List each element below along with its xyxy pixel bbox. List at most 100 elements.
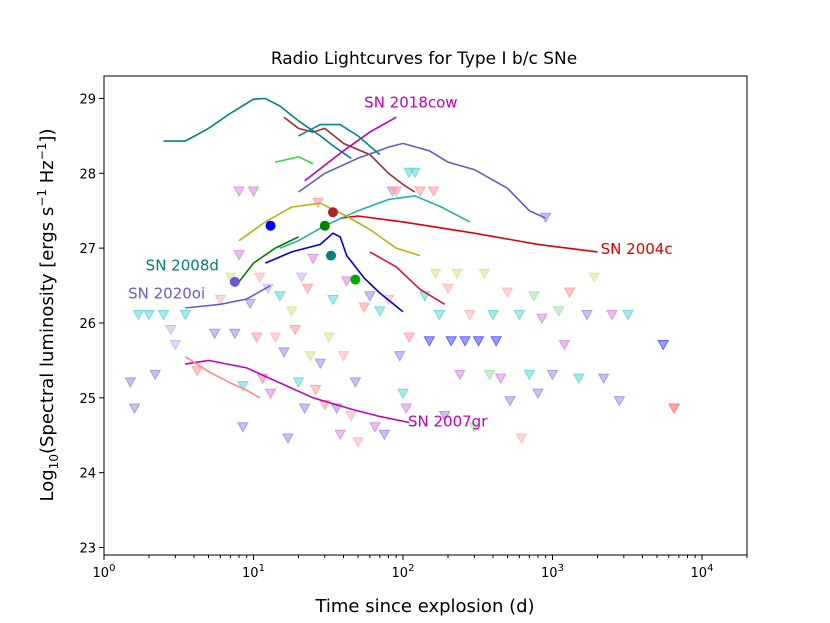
upper-limit-marker	[442, 283, 454, 295]
upper-limit-marker	[233, 250, 245, 261]
upper-limit-marker	[237, 381, 249, 392]
upper-limit-marker	[445, 336, 458, 347]
chart-title: Radio Lightcurves for Type I b/c SNe	[271, 49, 577, 69]
lightcurve-line	[298, 123, 381, 156]
plot-frame	[103, 75, 748, 556]
y-axis-ticks: 23 24 25 26 27 28 29	[79, 92, 104, 557]
lightcurve-line	[185, 359, 410, 424]
upper-limit-marker	[572, 373, 585, 385]
lightcurve-line	[163, 97, 352, 159]
detection-point	[229, 276, 240, 287]
y-tick-label: 29	[79, 92, 96, 107]
upper-limit-marker	[285, 306, 298, 317]
upper-limit-marker	[563, 287, 576, 299]
upper-limit-marker	[228, 328, 241, 340]
upper-limit-marker	[149, 369, 162, 381]
upper-limit-marker	[340, 276, 353, 287]
detection-point	[319, 220, 330, 231]
upper-limit-marker	[427, 186, 440, 198]
upper-limit-marker	[504, 396, 516, 407]
upper-limit-marker	[536, 313, 548, 325]
lightcurve-line	[275, 155, 314, 165]
upper-limit-marker	[334, 429, 347, 441]
upper-limit-marker	[307, 253, 319, 265]
upper-limit-marker	[124, 377, 137, 388]
upper-limit-marker	[282, 433, 294, 445]
detection-point	[265, 220, 276, 231]
x-tick-label: 101	[242, 563, 265, 581]
upper-limit-marker	[472, 336, 485, 347]
upper-limit-marker	[613, 396, 626, 407]
x-tick-label: 103	[541, 563, 564, 581]
y-label-hz: Hz	[37, 160, 58, 189]
y-tick-label: 28	[79, 167, 96, 182]
upper-limit-marker	[352, 437, 364, 448]
upper-limit-marker	[247, 186, 260, 198]
upper-limit-marker	[143, 310, 155, 321]
upper-limit-marker	[463, 310, 476, 321]
upper-limit-marker	[487, 310, 499, 321]
upper-limit-marker	[558, 339, 571, 351]
upper-limit-marker	[622, 310, 634, 321]
upper-limit-marker	[453, 369, 466, 381]
upper-limit-marker	[397, 388, 409, 400]
upper-limit-marker	[132, 310, 145, 321]
upper-limit-marker	[304, 351, 317, 362]
upper-limit-marker	[490, 336, 503, 347]
upper-limit-marker	[250, 332, 263, 343]
upper-limit-marker	[403, 332, 416, 343]
upper-limit-marker	[523, 369, 536, 381]
upper-limit-marker	[191, 366, 204, 377]
detection-point	[350, 274, 361, 285]
upper-limit-marker	[253, 272, 266, 284]
y-tick-label: 25	[79, 392, 96, 407]
upper-limit-marker	[233, 186, 245, 198]
upper-limit-marker	[128, 403, 141, 415]
upper-limit-marker	[373, 306, 386, 317]
lightcurve-line	[185, 284, 271, 309]
upper-limit-marker	[478, 268, 491, 280]
upper-limit-marker	[298, 403, 311, 415]
upper-limit-marker	[400, 403, 413, 415]
upper-limit-marker	[337, 351, 350, 362]
upper-limit-marker	[292, 377, 305, 388]
upper-limit-marker	[157, 310, 170, 321]
x-tick-label: 100	[93, 563, 116, 581]
y-label-exp2: −1	[35, 143, 49, 161]
x-tick-label: 104	[691, 563, 714, 581]
sn-annotation-label: SN 2018cow	[364, 93, 457, 111]
y-label-log-base: 10	[47, 454, 61, 469]
upper-limit-marker	[597, 373, 610, 385]
y-label-rest: (Spectral luminosity [ergs s	[37, 207, 58, 454]
upper-limit-marker	[438, 411, 451, 422]
sn-annotation-label: SN 2008d	[146, 257, 219, 275]
upper-limit-marker	[323, 332, 335, 343]
upper-limit-marker	[532, 388, 544, 400]
upper-limit-marker	[408, 167, 421, 179]
upper-limit-marker	[581, 310, 593, 321]
upper-limit-marker	[459, 336, 471, 347]
upper-limit-marker	[468, 422, 481, 433]
y-axis-label: Log10(Spectral luminosity [ergs s−1 Hz−1…	[35, 129, 61, 502]
lightcurve-line	[298, 142, 547, 219]
upper-limit-marker	[414, 186, 426, 198]
upper-limit-marker	[501, 287, 514, 299]
upper-limit-marker	[606, 310, 618, 321]
lightcurve-line	[369, 251, 446, 305]
upper-limit-marker	[214, 295, 227, 306]
x-tick-label: 102	[392, 563, 415, 581]
upper-limit-marker	[301, 283, 314, 295]
upper-limit-marker	[588, 272, 601, 284]
upper-limit-marker	[429, 268, 442, 280]
lightcurve-line	[340, 215, 598, 253]
upper-limit-marker	[358, 302, 371, 314]
lightcurve-line	[238, 236, 299, 283]
detection-point	[327, 207, 338, 218]
upper-limit-marker	[273, 291, 286, 302]
upper-limit-marker	[237, 422, 249, 433]
y-tick-label: 24	[79, 467, 96, 482]
upper-limit-marker	[393, 351, 406, 362]
upper-limit-marker	[363, 291, 376, 302]
upper-limit-marker	[269, 332, 282, 343]
y-tick-label: 27	[79, 242, 96, 257]
